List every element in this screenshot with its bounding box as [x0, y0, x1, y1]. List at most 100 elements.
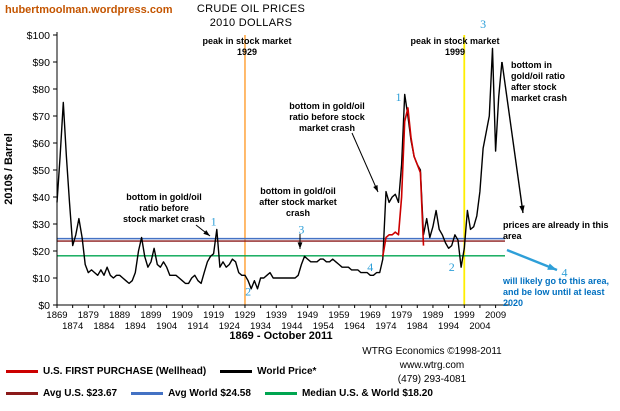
world-price-swatch [220, 370, 253, 373]
marker-2: 2 [245, 285, 251, 299]
x-tick-label: 1909 [172, 310, 193, 321]
arrow-head [519, 205, 525, 213]
x-tick-label: 1999 [454, 310, 475, 321]
chart-title: CRUDE OIL PRICES [196, 3, 306, 15]
y-tick-label: $100 [27, 30, 51, 42]
annotation-line: prices are already in this [503, 220, 609, 230]
legend-row-1: U.S. FIRST PURCHASE (Wellhead) World Pri… [6, 366, 316, 377]
avg-world-swatch [131, 392, 164, 395]
y-tick-label: $0 [38, 300, 50, 312]
y-tick-label: $10 [32, 273, 50, 285]
x-tick-label: 1989 [422, 310, 443, 321]
annotation-prices-area: prices are already in this area [503, 220, 617, 242]
annotation-line: after stock [511, 82, 557, 92]
y-tick-label: $80 [32, 84, 50, 96]
annotation-bottom-after-1999: bottom in gold/oil ratio after stock mar… [511, 60, 591, 104]
annotation-peak-1929: peak in stock market 1929 [190, 36, 304, 58]
x-tick-label: 1969 [360, 310, 381, 321]
legend-avg-world-label: Avg World $24.58 [168, 388, 251, 399]
legend-us-first-purchase-label: U.S. FIRST PURCHASE (Wellhead) [43, 366, 207, 377]
legend-row-2: Avg U.S. $23.67 Avg World $24.58 Median … [6, 388, 433, 399]
annotation-line: will likely go to this area, [503, 276, 610, 286]
x-tick-label: 1959 [328, 310, 349, 321]
annotation-line: bottom in gold/oil [289, 101, 365, 111]
marker-1: 1 [211, 214, 217, 228]
x-tick-label: 1869 [46, 310, 67, 321]
arrow-head [547, 263, 557, 270]
annotation-line: ratio before stock [289, 112, 365, 122]
x-tick-label: 1924 [219, 321, 240, 332]
annotation-line: area [503, 231, 522, 241]
arrow-line [501, 61, 524, 214]
annotation-line: peak in stock market [202, 36, 292, 46]
x-tick-label: 1949 [297, 310, 318, 321]
x-tick-label: 1954 [313, 321, 334, 332]
y-tick-label: $90 [32, 57, 50, 69]
annotation-line: market crash [511, 93, 568, 103]
x-tick-label: 1994 [438, 321, 459, 332]
series-line [56, 47, 503, 290]
marker-3: 3 [480, 17, 486, 31]
y-tick-label: $40 [32, 192, 50, 204]
annotation-line: 1999 [444, 47, 466, 57]
annotation-line: peak in stock market [410, 36, 500, 46]
marker-4: 4 [562, 266, 568, 280]
arrow-line [351, 132, 379, 193]
y-tick-label: $60 [32, 138, 50, 150]
avg-us-swatch [6, 392, 38, 395]
x-tick-label: 1894 [125, 321, 146, 332]
us-first-purchase-swatch [6, 370, 38, 373]
x-tick-label: 2004 [469, 321, 490, 332]
x-tick-label: 1899 [140, 310, 161, 321]
y-tick-label: $20 [32, 246, 50, 258]
credits-website-link[interactable]: www.wtrg.com [399, 360, 465, 371]
median-swatch [264, 392, 297, 395]
credits-phone: (479) 293-4081 [397, 374, 467, 385]
chart-subtitle: 2010 DOLLARS [209, 17, 293, 29]
marker-3: 3 [298, 222, 304, 236]
x-tick-label: 1979 [391, 310, 412, 321]
annotation-forecast-2020: will likely go to this area, and be low … [503, 276, 617, 309]
x-tick-label: 1934 [250, 321, 271, 332]
x-tick-label: 2009 [485, 310, 506, 321]
annotation-bottom-before-1999: bottom in gold/oil ratio before stock ma… [270, 101, 384, 134]
site-link[interactable]: hubertmoolman.wordpress.com [5, 4, 173, 16]
annotation-bottom-after-1929: bottom in gold/oil after stock market cr… [242, 186, 354, 219]
y-tick-label: $70 [32, 111, 50, 123]
annotation-peak-1999: peak in stock market 1999 [398, 36, 512, 58]
legend-avg-us-label: Avg U.S. $23.67 [43, 388, 118, 399]
annotation-line: and be low until at least [503, 287, 605, 297]
x-tick-label: 1889 [109, 310, 130, 321]
arrow-head [203, 230, 210, 236]
legend-world-price-label: World Price* [257, 366, 317, 377]
annotation-line: 2020 [503, 298, 524, 308]
x-tick-label: 1929 [234, 310, 255, 321]
annotation-line: after stock market [259, 197, 337, 207]
x-tick-label: 1879 [78, 310, 99, 321]
legend-median-label: Median U.S. & World $18.20 [301, 388, 433, 399]
x-tick-label: 1874 [62, 321, 83, 332]
credits-company: WTRG Economics ©1998-2011 [362, 346, 502, 357]
x-tick-label: 1919 [203, 310, 224, 321]
annotation-line: market crash [298, 123, 356, 133]
x-tick-label: 1939 [266, 310, 287, 321]
marker-4: 4 [367, 260, 373, 274]
x-tick-label: 1974 [375, 321, 396, 332]
x-tick-label: 1964 [344, 321, 365, 332]
marker-1: 1 [395, 90, 401, 104]
credits-block: WTRG Economics ©1998-2011 www.wtrg.com (… [352, 345, 512, 387]
annotation-line: bottom in gold/oil [260, 186, 336, 196]
x-tick-label: 1914 [187, 321, 208, 332]
annotation-line: bottom in gold/oil [126, 192, 202, 202]
annotation-line: 1929 [236, 47, 258, 57]
annotation-bottom-before-1929: bottom in gold/oil ratio before stock ma… [108, 192, 220, 225]
x-tick-label: 1944 [281, 321, 302, 332]
x-tick-label: 1984 [407, 321, 428, 332]
annotation-line: crash [285, 208, 311, 218]
arrow-head [297, 242, 303, 249]
x-axis-title: 1869 - October 2011 [229, 330, 333, 342]
arrow-head [373, 185, 378, 192]
annotation-line: stock market crash [122, 214, 206, 224]
